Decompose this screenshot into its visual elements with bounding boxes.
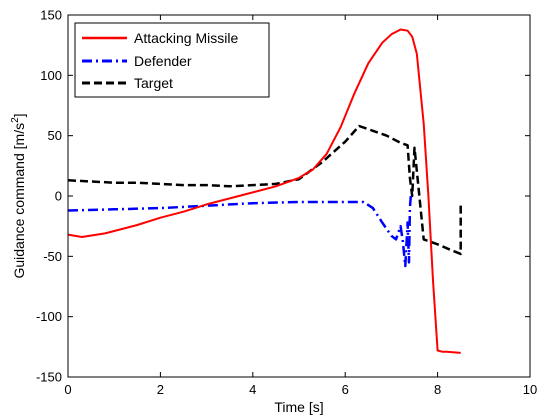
x-tick-label: 4 (249, 382, 256, 397)
y-tick-label: 150 (40, 8, 62, 23)
y-tick-label: -50 (43, 249, 62, 264)
x-tick-label: 8 (434, 382, 441, 397)
x-tick-label: 0 (64, 382, 71, 397)
x-tick-label: 6 (342, 382, 349, 397)
y-tick-label: -100 (36, 309, 62, 324)
axis-ticks: 0 2 4 6 8 10 -150 -100 -50 0 50 100 150 (36, 8, 537, 398)
y-axis-label: Guidance command [m/s2] (10, 113, 27, 278)
legend: Attacking Missile Defender Target (74, 22, 270, 98)
legend-label-defender: Defender (134, 53, 192, 69)
x-tick-label: 2 (157, 382, 164, 397)
y-axis-label-close: ] (11, 113, 27, 117)
series-line-attacking-missile (67, 28, 461, 354)
y-axis-label-main: Guidance command [m/s (11, 123, 27, 279)
x-tick-label: 10 (523, 382, 537, 397)
legend-label-target: Target (134, 75, 173, 91)
series-line-defender (67, 195, 413, 268)
y-tick-label: 50 (48, 128, 62, 143)
y-tick-label: 0 (55, 189, 62, 204)
series-line-target (67, 124, 462, 256)
y-tick-label: 100 (40, 68, 62, 83)
x-axis-label: Time [s] (274, 399, 323, 415)
plot-lines (67, 28, 462, 354)
legend-label-attacking-missile: Attacking Missile (134, 30, 238, 46)
y-tick-label: -150 (36, 370, 62, 385)
y-axis-label-superscript: 2 (10, 117, 21, 123)
